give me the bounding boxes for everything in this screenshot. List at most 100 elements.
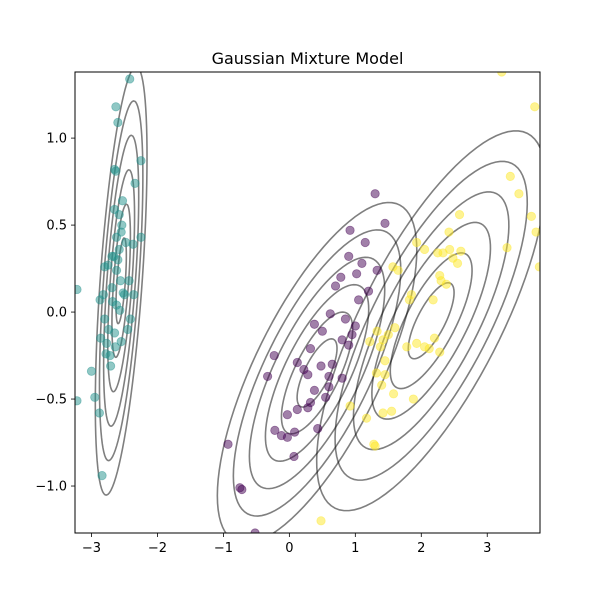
data-point [412,338,422,348]
data-point [344,340,354,350]
x-tick-label: 2 [417,541,425,556]
data-point [97,470,107,481]
data-point [337,335,347,345]
data-point [316,516,326,526]
data-point [282,410,292,420]
data-point [388,389,399,399]
data-point [262,371,273,382]
data-point [380,356,390,366]
data-point [429,333,440,343]
data-point [530,102,540,112]
data-point [377,380,387,390]
data-point [350,321,360,331]
data-point [514,189,524,199]
data-point [444,227,454,237]
data-point [352,269,362,279]
contour-line [216,201,418,533]
data-point [347,330,357,340]
x-axis: −3 −2 −1 0 1 2 3 [82,533,491,556]
data-point [424,343,434,354]
data-point [111,166,121,176]
data-point [378,408,388,418]
data-point [115,276,126,286]
data-point [393,265,403,275]
data-point [365,337,375,347]
data-point [325,309,335,319]
gaussian-component-3 [315,130,540,512]
data-point [324,371,334,382]
contour-line [102,134,140,428]
x-tick-label: −3 [82,541,101,556]
data-point [354,295,364,305]
data-point [383,330,393,340]
data-point [435,347,445,357]
data-point [223,439,233,449]
data-point [531,227,540,237]
data-point [412,237,422,248]
data-point [110,342,120,352]
x-tick-label: −2 [148,541,167,556]
data-point [360,237,370,248]
data-point [94,408,105,418]
data-point [454,210,465,220]
data-point [309,385,320,395]
data-point [123,324,133,335]
data-point [90,392,100,402]
data-point [305,343,316,354]
data-point [107,283,117,293]
data-point [445,244,455,255]
data-point [390,323,400,333]
y-tick-label: 0.5 [46,219,67,234]
data-point [86,366,97,376]
contour-line [389,252,473,390]
data-point [330,281,341,291]
data-point [125,74,135,84]
data-point [344,251,354,261]
data-point [292,404,302,415]
data-point [136,232,146,242]
data-point [270,425,280,435]
data-point [345,401,355,411]
data-point [456,246,466,256]
y-tick-label: −0.5 [35,393,67,408]
data-point [136,156,146,166]
contour-line [98,100,144,462]
data-point [324,382,334,392]
data-point [305,397,316,408]
data-point [380,370,390,380]
data-point [372,265,382,275]
data-point [117,220,127,230]
data-point [363,286,374,296]
chart-title: Gaussian Mixture Model [212,49,404,68]
data-point [105,350,115,361]
data-point [386,406,397,416]
contour-line [334,160,529,481]
data-point [371,368,382,378]
data-point [117,196,128,206]
cluster-2-points [75,74,146,481]
data-point [113,117,123,128]
data-point [316,361,326,371]
data-point [292,357,302,368]
x-tick-label: −1 [214,541,233,556]
data-point [452,258,463,268]
contour-line [264,283,370,463]
data-point [317,326,327,336]
data-point [408,394,418,404]
plot-frame [74,71,541,534]
data-point [125,314,135,324]
data-point [370,441,380,451]
cluster-3-points [316,72,540,526]
data-point [526,211,537,221]
x-tick-label: 3 [483,541,491,556]
contour-line [407,281,455,360]
x-tick-label: 0 [285,541,293,556]
contour-line [106,168,136,393]
x-tick-label: 1 [351,541,359,556]
data-point [321,392,331,402]
y-tick-label: −1.0 [35,480,67,495]
data-point [380,218,390,228]
data-point [113,255,123,265]
data-point [130,178,140,188]
data-point [345,225,355,235]
